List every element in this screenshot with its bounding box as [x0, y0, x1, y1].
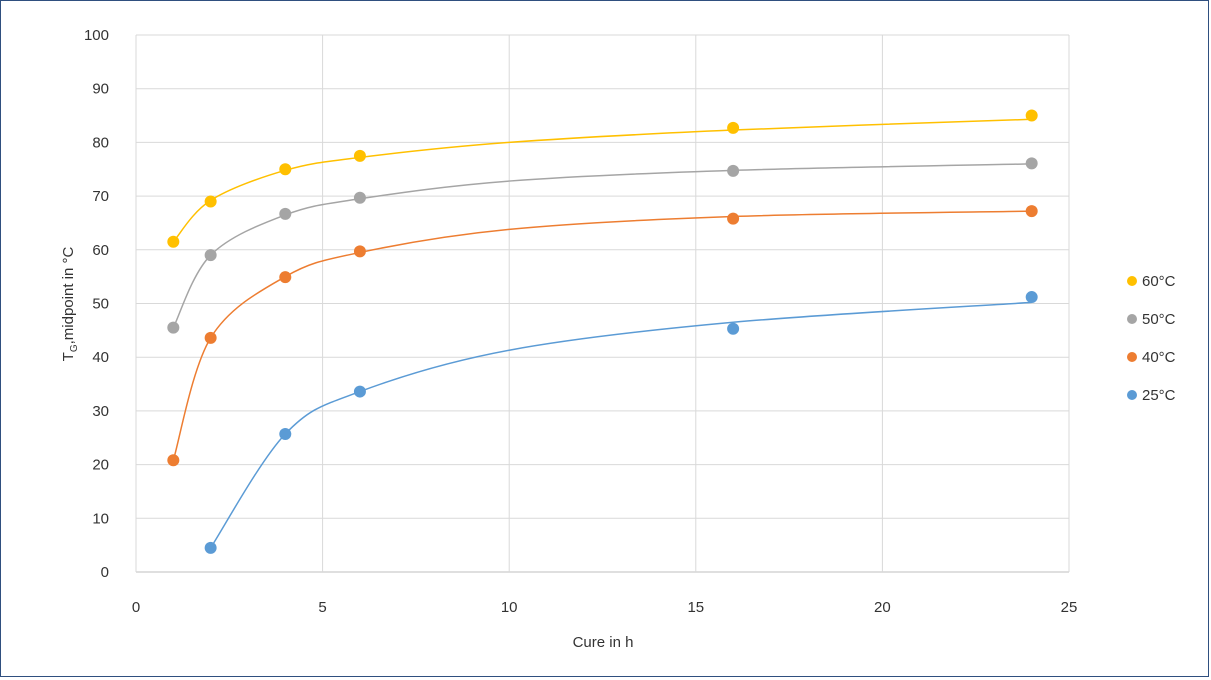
- y-tick-label: 50: [92, 296, 109, 313]
- x-tick-label: 25: [1061, 599, 1078, 616]
- x-axis-ticks: 0 5 10 15 20 25: [132, 599, 1078, 616]
- point-60C: [1025, 109, 1038, 122]
- y-tick-label: 30: [92, 403, 109, 420]
- y-axis-label-sub: G: [69, 344, 80, 352]
- data-points: [167, 109, 1038, 554]
- legend-label-50C: 50°C: [1142, 311, 1176, 328]
- x-tick-label: 10: [501, 599, 518, 616]
- trendline-60C: [172, 118, 1032, 243]
- legend-label-40C: 40°C: [1142, 349, 1176, 366]
- y-tick-label: 40: [92, 349, 109, 366]
- point-40C: [727, 212, 740, 225]
- x-tick-label: 0: [132, 599, 140, 616]
- legend: 60°C 50°C 40°C 25°C: [1127, 273, 1176, 404]
- y-axis-label-rest: ,midpoint in °C: [60, 247, 77, 345]
- point-25C: [279, 427, 292, 440]
- point-60C: [279, 163, 292, 176]
- trendline-50C: [172, 163, 1032, 329]
- legend-marker-60C: [1127, 276, 1137, 286]
- y-tick-label: 10: [92, 510, 109, 527]
- point-40C: [167, 454, 180, 467]
- point-25C: [727, 322, 740, 335]
- point-40C: [204, 331, 217, 344]
- y-tick-label: 100: [84, 27, 109, 44]
- legend-marker-25C: [1127, 390, 1137, 400]
- y-axis-label: TG,midpoint in °C: [60, 247, 80, 362]
- point-40C: [353, 245, 366, 258]
- point-50C: [204, 249, 217, 262]
- y-axis-label-main: T: [60, 352, 77, 361]
- point-40C: [1025, 205, 1038, 218]
- point-50C: [279, 207, 292, 220]
- point-50C: [167, 321, 180, 334]
- x-tick-label: 20: [874, 599, 891, 616]
- point-50C: [727, 164, 740, 177]
- x-tick-label: 15: [687, 599, 704, 616]
- y-tick-label: 60: [92, 242, 109, 259]
- legend-marker-50C: [1127, 314, 1137, 324]
- point-40C: [279, 271, 292, 284]
- grid-lines: [135, 34, 1070, 573]
- trend-lines: [172, 118, 1032, 549]
- point-50C: [1025, 157, 1038, 170]
- legend-label-25C: 25°C: [1142, 387, 1176, 404]
- y-tick-label: 0: [101, 564, 109, 581]
- point-25C: [353, 385, 366, 398]
- legend-label-60C: 60°C: [1142, 273, 1176, 290]
- y-tick-label: 20: [92, 457, 109, 474]
- y-tick-label: 80: [92, 134, 109, 151]
- x-tick-label: 5: [318, 599, 326, 616]
- trendline-25C: [210, 301, 1032, 549]
- y-tick-label: 70: [92, 188, 109, 205]
- x-axis-label: Cure in h: [573, 634, 634, 651]
- legend-marker-40C: [1127, 352, 1137, 362]
- point-60C: [353, 149, 366, 162]
- y-tick-label: 90: [92, 81, 109, 98]
- point-25C: [1025, 291, 1038, 304]
- point-50C: [353, 191, 366, 204]
- point-60C: [167, 235, 180, 248]
- point-60C: [204, 195, 217, 208]
- point-25C: [204, 541, 217, 554]
- y-axis-ticks: 0 10 20 30 40 50 60 70 80 90 100: [84, 27, 109, 581]
- point-60C: [727, 121, 740, 134]
